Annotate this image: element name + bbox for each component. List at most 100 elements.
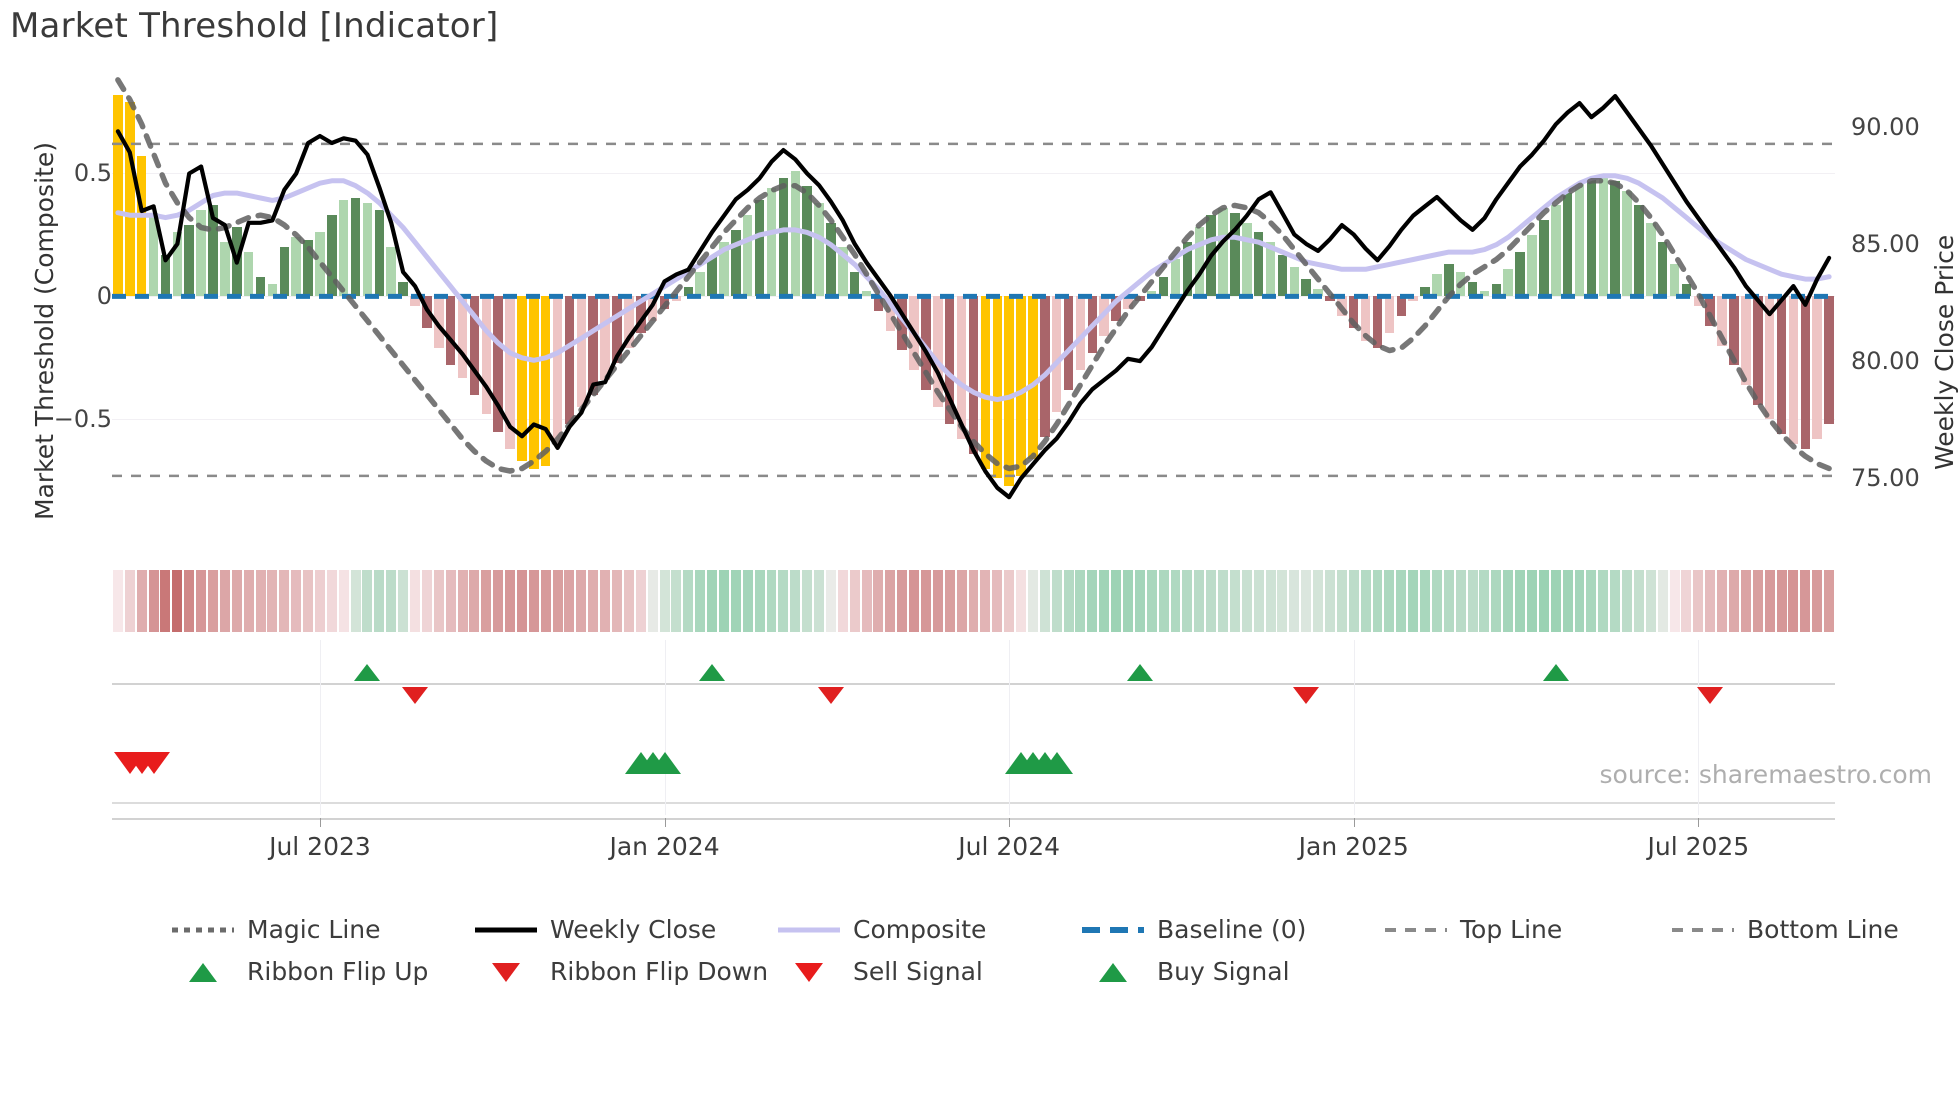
legend-item[interactable]: Sell Signal (778, 957, 983, 986)
histogram-bar (1681, 284, 1692, 297)
right-axis-tick: 85.00 (1851, 229, 1920, 258)
x-axis-tick: Jul 2024 (958, 832, 1061, 861)
legend-line-swatch (475, 927, 537, 932)
ribbon-cell (1170, 570, 1181, 632)
histogram-bar (933, 296, 943, 408)
ribbon-cell (1812, 570, 1823, 632)
histogram-bar (493, 296, 503, 432)
ribbon-cell (148, 570, 159, 632)
ribbon-cell (516, 570, 527, 632)
histogram-bar (1622, 190, 1632, 297)
legend-item[interactable]: Composite (778, 915, 986, 944)
legend-down-triangle-icon (795, 962, 823, 982)
ribbon-cell (576, 570, 587, 632)
ribbon-cell (1408, 570, 1419, 632)
histogram-bar (826, 222, 836, 297)
legend-item[interactable]: Weekly Close (475, 915, 716, 944)
histogram-bar (980, 296, 991, 469)
ribbon-cell (112, 570, 123, 632)
ribbon-cell (1740, 570, 1751, 632)
histogram-bar (529, 296, 539, 469)
histogram-bar (148, 212, 159, 297)
x-tick-mark (1009, 818, 1011, 827)
legend-label: Ribbon Flip Down (550, 957, 769, 986)
histogram-bar (1812, 296, 1822, 439)
histogram-bar (113, 94, 123, 297)
ribbon-cell (1039, 570, 1050, 632)
ribbon-cell (231, 570, 242, 632)
histogram-bar (434, 296, 444, 348)
histogram-bar (1788, 296, 1799, 444)
histogram-bar (1646, 222, 1656, 297)
main-plot-area (112, 75, 1835, 530)
histogram-bar (386, 247, 396, 297)
ribbon-cell (398, 570, 409, 632)
vertical-gridline (1698, 640, 1700, 815)
histogram-bar (1075, 296, 1086, 371)
ribbon-cell (754, 570, 765, 632)
legend-line-swatch (1082, 926, 1144, 933)
legend-item[interactable]: Baseline (0) (1082, 915, 1306, 944)
ribbon-cell (1122, 570, 1133, 632)
ribbon-cell (255, 570, 266, 632)
legend-item[interactable]: Buy Signal (1082, 957, 1290, 986)
histogram-bar (778, 178, 789, 297)
ribbon-cell (932, 570, 943, 632)
x-axis-line (112, 818, 1835, 820)
ribbon-cell (481, 570, 492, 632)
histogram-bar (350, 197, 361, 297)
histogram-bar (1182, 242, 1193, 297)
histogram-bar (1170, 259, 1181, 297)
ribbon-cell (1586, 570, 1597, 632)
ribbon-cell (623, 570, 634, 632)
ribbon-cell (1111, 570, 1122, 632)
ribbon-cell (588, 570, 599, 632)
histogram-bar (1123, 296, 1133, 309)
histogram-bar (1040, 296, 1050, 437)
ribbon-cell (1063, 570, 1074, 632)
ribbon-cell (1645, 570, 1656, 632)
histogram-bar (754, 200, 765, 297)
ribbon-cell (1182, 570, 1193, 632)
legend-line-swatch (1672, 927, 1734, 932)
histogram-bar (1705, 296, 1715, 326)
ribbon-cell (1301, 570, 1312, 632)
histogram-bar (1598, 175, 1609, 297)
x-axis-tick: Jan 2024 (609, 832, 720, 861)
histogram-bar (636, 296, 646, 334)
legend-line-swatch (1385, 927, 1447, 932)
signal-baseline (112, 802, 1835, 804)
histogram-bar (1753, 296, 1763, 405)
histogram-bar (885, 296, 896, 331)
ribbon-cell (1538, 570, 1549, 632)
histogram-bar (742, 215, 753, 297)
ribbon-cell (1336, 570, 1347, 632)
ribbon-cell (1384, 570, 1395, 632)
histogram-bar (683, 286, 694, 297)
ribbon-cell (1360, 570, 1371, 632)
legend-marker-swatch (475, 962, 537, 982)
ribbon-cell (469, 570, 480, 632)
histogram-bar (1016, 296, 1026, 476)
ribbon-cell (802, 570, 813, 632)
vertical-gridline (319, 640, 321, 815)
ribbon-cell (1598, 570, 1609, 632)
histogram-bar (1420, 286, 1430, 297)
ribbon-cell (980, 570, 991, 632)
ribbon-cell (350, 570, 361, 632)
legend-item[interactable]: Magic Line (172, 915, 381, 944)
histogram-bar (1669, 264, 1680, 297)
ribbon-cell (635, 570, 646, 632)
ribbon-cell (433, 570, 444, 632)
right-axis-tick: 75.00 (1851, 464, 1920, 493)
legend-item[interactable]: Bottom Line (1672, 915, 1899, 944)
histogram-bar (1562, 193, 1573, 297)
legend-item[interactable]: Ribbon Flip Up (172, 957, 428, 986)
legend-item[interactable]: Ribbon Flip Down (475, 957, 768, 986)
ribbon-cell (1479, 570, 1490, 632)
legend-up-triangle-icon (1099, 962, 1127, 982)
ribbon-cell (1396, 570, 1407, 632)
histogram-bar (1610, 180, 1620, 297)
histogram-bar (1289, 266, 1300, 297)
legend-item[interactable]: Top Line (1385, 915, 1562, 944)
